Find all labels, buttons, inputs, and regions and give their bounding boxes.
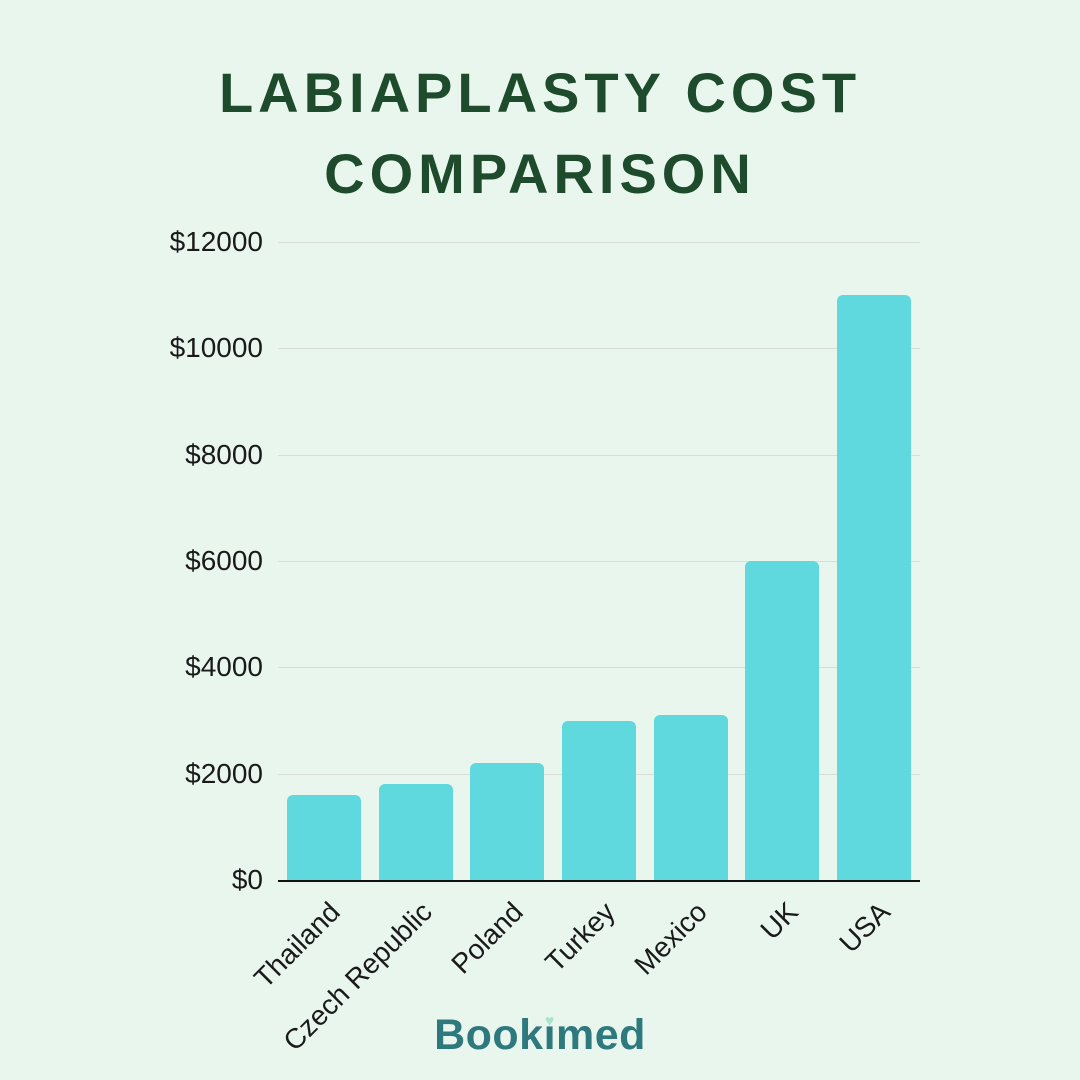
x-axis-line [278, 880, 920, 882]
bar-uk [745, 561, 820, 880]
logo-letter-i-stem: ı [543, 1011, 557, 1059]
y-tick-label: $12000 [169, 226, 263, 257]
bar-poland [470, 763, 545, 880]
gridline [278, 667, 920, 669]
y-tick-label: $10000 [169, 332, 263, 364]
logo-text-end: med [556, 1011, 646, 1059]
bar-usa [837, 295, 912, 880]
y-tick-label: $4000 [185, 651, 263, 683]
gridline [278, 242, 920, 243]
heart-icon: ♥ [544, 1013, 555, 1030]
bar-turkey [562, 720, 636, 880]
logo-letter-i: ♥ ı [544, 1011, 556, 1060]
bar-czech-republic [378, 784, 453, 880]
y-tick-label: $6000 [185, 545, 263, 576]
x-tick-label-thailand: Thailand [247, 896, 346, 994]
chart-title: LABIAPLASTY COST COMPARISON [218, 61, 862, 206]
gridline [278, 561, 920, 562]
bar-mexico [653, 715, 728, 880]
bar-thailand [286, 794, 361, 880]
gridline [278, 454, 920, 456]
bookimed-logo: Book ♥ ımed [434, 1011, 646, 1060]
gridline [278, 348, 920, 350]
y-tick-label: $0 [231, 864, 263, 895]
plot-area: $0 $2000 $4000 $6000 $8000 $10000 $12000 Thaila… [170, 226, 920, 1057]
logo-text-start: Book [434, 1011, 544, 1059]
y-tick-label: $2000 [185, 757, 263, 789]
y-tick-label: $8000 [185, 438, 263, 470]
